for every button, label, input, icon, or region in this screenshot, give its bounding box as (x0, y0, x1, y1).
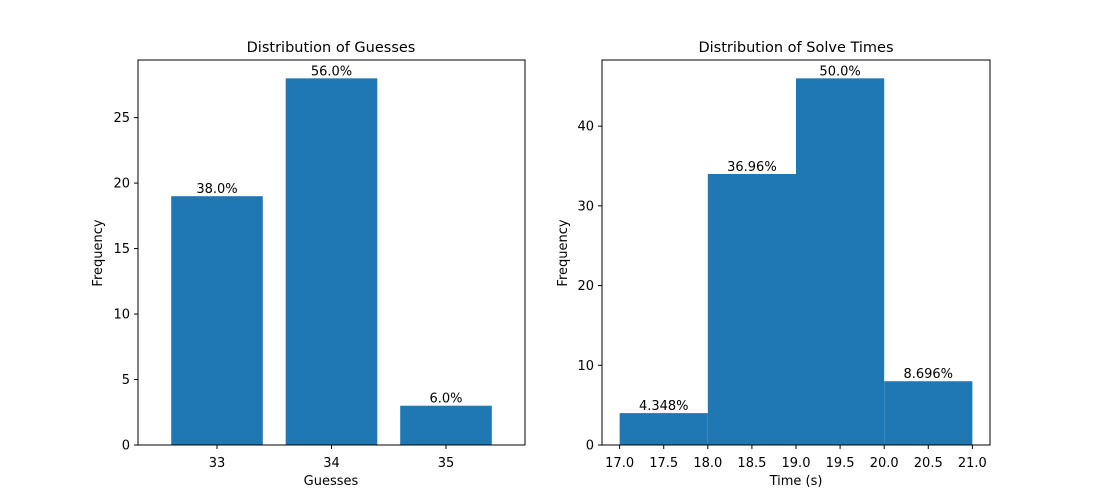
guesses-x-tick-label: 35 (438, 456, 455, 471)
solve-times-x-tick-label: 21.0 (958, 456, 987, 471)
solve-times-y-tick-label: 30 (577, 199, 594, 214)
solve-times-data-label: 36.96% (727, 160, 777, 175)
guesses-y-axis-label: Frequency (91, 219, 106, 286)
solve-times-x-axis-ticks: 17.0 17.5 18.0 18.5 19.0 19.5 20.0 20.5 21.0 (605, 445, 987, 471)
guesses-data-label: 56.0% (311, 64, 352, 79)
guesses-y-tick-label: 25 (113, 111, 130, 126)
solve-times-bar (796, 78, 885, 445)
guesses-bar (400, 405, 492, 445)
guesses-y-tick-label: 5 (122, 373, 130, 388)
guesses-data-label: 6.0% (429, 392, 462, 407)
guesses-x-tick-label: 33 (209, 456, 226, 471)
solve-times-plot-frame (601, 59, 991, 446)
solve-times-y-axis-label: Frequency (556, 219, 571, 286)
guesses-x-axis-ticks: 33 34 35 (209, 445, 455, 471)
solve-times-data-labels: 4.348% 36.96% 50.0% 8.696% (639, 64, 953, 414)
solve-times-data-label: 50.0% (819, 64, 860, 79)
solve-times-chart: Distribution of Solve Times 4.348% 36.96%… (556, 40, 991, 489)
solve-times-bar (707, 173, 796, 445)
guesses-plot-frame (137, 59, 526, 446)
solve-times-bars (619, 78, 973, 445)
solve-times-y-axis-ticks: 0 10 20 30 40 (577, 120, 602, 454)
guesses-y-tick-label: 10 (113, 308, 130, 323)
solve-times-x-tick-label: 19.5 (826, 456, 855, 471)
solve-times-x-tick-label: 17.0 (605, 456, 634, 471)
solve-times-x-axis-label: Time (s) (769, 474, 823, 489)
solve-times-chart-title: Distribution of Solve Times (698, 40, 893, 56)
solve-times-y-tick-label: 10 (577, 359, 594, 374)
solve-times-y-tick-label: 0 (586, 439, 594, 454)
guesses-bar (171, 196, 263, 445)
solve-times-y-tick-label: 20 (577, 279, 594, 294)
solve-times-bar (619, 413, 708, 445)
guesses-y-tick-label: 15 (113, 242, 130, 257)
solve-times-data-label: 4.348% (639, 399, 689, 414)
solve-times-x-tick-label: 17.5 (649, 456, 678, 471)
solve-times-x-tick-label: 20.0 (870, 456, 899, 471)
solve-times-y-tick-label: 40 (577, 120, 594, 135)
solve-times-x-tick-label: 20.5 (914, 456, 943, 471)
guesses-bars (171, 78, 492, 445)
guesses-data-label: 38.0% (196, 182, 237, 197)
guesses-x-tick-label: 34 (323, 456, 340, 471)
guesses-y-tick-label: 0 (122, 439, 130, 454)
solve-times-x-tick-label: 18.5 (737, 456, 766, 471)
guesses-bar (285, 78, 378, 445)
guesses-x-axis-label: Guesses (304, 474, 359, 489)
guesses-y-tick-label: 20 (113, 177, 130, 192)
solve-times-bar (884, 381, 973, 445)
solve-times-data-label: 8.696% (903, 367, 953, 382)
guesses-chart-title: Distribution of Guesses (247, 40, 416, 56)
solve-times-x-tick-label: 19.0 (782, 456, 811, 471)
guesses-y-axis-ticks: 0 5 10 15 20 25 (113, 111, 138, 454)
guesses-chart: Distribution of Guesses 38.0% 56.0% 6.0% 0… (91, 40, 526, 489)
solve-times-x-tick-label: 18.0 (693, 456, 722, 471)
guesses-data-labels: 38.0% 56.0% 6.0% (196, 64, 462, 406)
